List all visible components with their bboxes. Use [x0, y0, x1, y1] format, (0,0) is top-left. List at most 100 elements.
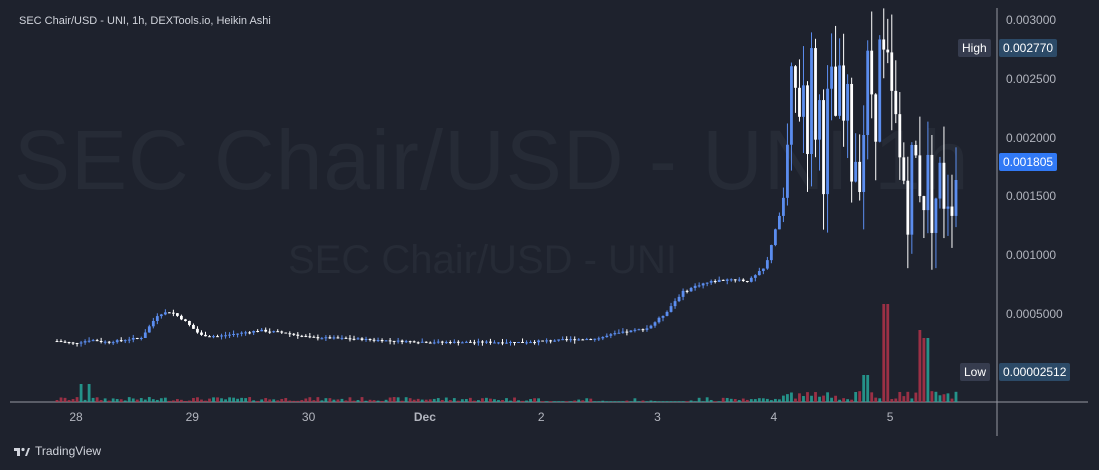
- volume-bar: [938, 395, 942, 402]
- price-tick-label: 0.001000: [1006, 248, 1057, 263]
- candle-body: [131, 337, 135, 340]
- volume-bar: [501, 400, 504, 402]
- volume-bar: [926, 338, 930, 402]
- candle-body: [175, 313, 179, 316]
- candle-body: [424, 341, 428, 343]
- volume-bar: [115, 399, 119, 402]
- candle-body: [741, 279, 745, 281]
- candle-body: [111, 342, 115, 344]
- candle-body: [677, 296, 681, 302]
- candle-body: [216, 336, 219, 338]
- volume-bar: [392, 397, 396, 402]
- candle-body: [340, 337, 344, 339]
- volume-bar: [464, 399, 468, 402]
- volume-bar: [159, 398, 163, 402]
- candle-body: [557, 339, 561, 341]
- candle-body: [930, 154, 934, 233]
- volume-bar: [196, 397, 199, 402]
- candle-body: [432, 342, 436, 344]
- candle-body: [236, 333, 240, 335]
- candle-body: [184, 319, 187, 321]
- volume-bar: [581, 400, 585, 402]
- volume-bar: [420, 399, 424, 402]
- candle-body: [244, 332, 248, 334]
- volume-bar: [208, 398, 211, 402]
- candle-body: [826, 88, 829, 195]
- candle-body: [890, 52, 894, 91]
- volume-bar: [123, 400, 127, 402]
- candle-body: [689, 287, 693, 292]
- volume-bar: [521, 400, 524, 402]
- volume-bar: [777, 399, 781, 402]
- volume-bar: [565, 401, 569, 402]
- volume-bar: [914, 392, 918, 402]
- volume-bar: [103, 398, 107, 402]
- volume-bar: [111, 398, 115, 402]
- candle-body: [761, 268, 765, 272]
- candle-body: [404, 341, 408, 343]
- candle-body: [938, 162, 942, 199]
- time-tick-label: 2: [537, 410, 545, 424]
- candle-body: [95, 340, 99, 342]
- candle-body: [501, 342, 504, 344]
- volume-bar: [597, 401, 601, 402]
- volume-bar: [485, 397, 488, 402]
- volume-bar: [493, 399, 496, 402]
- candle-body: [248, 332, 252, 334]
- tradingview-branding[interactable]: TradingView: [14, 444, 101, 458]
- volume-bar: [657, 401, 661, 402]
- volume-bar: [436, 398, 440, 402]
- price-tick-label: 0.0005000: [1006, 307, 1063, 321]
- volume-bar: [890, 398, 894, 402]
- volume-bar: [685, 401, 689, 402]
- candle-body: [75, 343, 79, 345]
- chart-title: SEC Chair/USD - UNI, 1h, DEXTools.io, He…: [19, 15, 271, 27]
- candle-body: [621, 331, 625, 333]
- candle-body: [862, 135, 866, 192]
- candle-body: [392, 340, 396, 342]
- candle-body: [713, 281, 717, 283]
- volume-bar: [814, 392, 817, 402]
- candle-body: [256, 331, 260, 333]
- volume-bar: [328, 398, 332, 402]
- volume-bar: [617, 401, 621, 402]
- volume-bar: [529, 399, 532, 402]
- time-tick-label: 3: [654, 410, 661, 424]
- candle-body: [705, 282, 709, 284]
- candle-body: [107, 341, 111, 343]
- candle-body: [886, 49, 890, 53]
- volume-bar: [481, 398, 484, 402]
- volume-bar: [902, 396, 906, 402]
- price-tick-label: 0.001500: [1006, 189, 1057, 204]
- volume-bar: [866, 375, 870, 402]
- candle-body: [661, 315, 665, 318]
- volume-bar: [553, 401, 557, 402]
- candle-body: [581, 339, 585, 341]
- volume-bar: [300, 400, 304, 402]
- tradingview-name: TradingView: [35, 444, 102, 458]
- candle-body: [777, 215, 781, 230]
- candle-body: [946, 206, 950, 209]
- candle-body: [200, 332, 203, 335]
- volume-bar: [858, 391, 862, 402]
- volume-bar: [204, 400, 207, 402]
- volume-bar: [171, 400, 175, 402]
- candle-body: [545, 340, 549, 342]
- candle-body: [914, 144, 918, 156]
- volume-bar: [228, 397, 231, 402]
- candle-body: [400, 340, 404, 343]
- volume-bar: [55, 400, 59, 402]
- volume-bar: [75, 397, 79, 402]
- volume-bar: [537, 398, 541, 402]
- candle-body: [537, 340, 541, 343]
- volume-bar: [818, 396, 821, 402]
- candle-body: [529, 342, 532, 344]
- volume-bar: [549, 401, 553, 402]
- candle-body: [725, 279, 729, 281]
- candle-body: [798, 87, 801, 117]
- volume-bar: [725, 397, 729, 402]
- candle-body: [818, 100, 821, 140]
- volume-bar: [404, 397, 408, 402]
- candle-body: [328, 337, 332, 339]
